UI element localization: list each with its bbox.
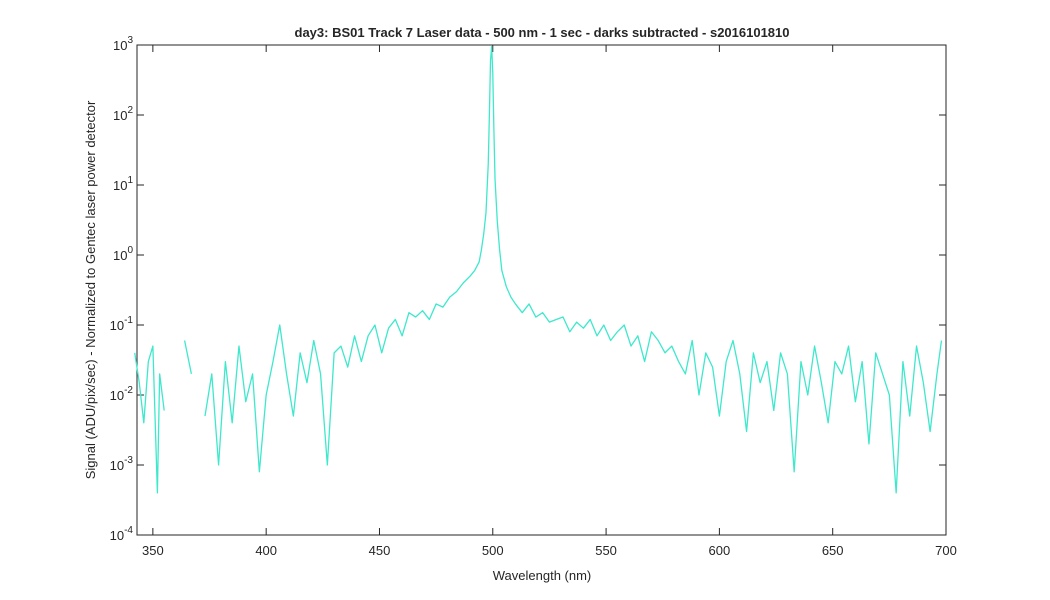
y-tick-label: 10-3 [110, 455, 134, 473]
x-tick-label: 400 [255, 543, 277, 558]
x-tick-label: 550 [595, 543, 617, 558]
y-tick-label: 10-2 [110, 385, 134, 403]
y-tick-label: 102 [113, 105, 133, 123]
plot-area [136, 44, 947, 536]
x-axis-label: Wavelength (nm) [493, 568, 592, 583]
x-tick-label: 350 [142, 543, 164, 558]
y-tick-label: 101 [113, 175, 133, 193]
y-tick-label: 103 [113, 35, 133, 53]
y-tick-label: 10-4 [110, 525, 134, 543]
chart-title: day3: BS01 Track 7 Laser data - 500 nm -… [295, 25, 790, 40]
x-tick-label: 700 [935, 543, 957, 558]
x-tick-label: 500 [482, 543, 504, 558]
y-axis-label: Signal (ADU/pix/sec) - Normalized to Gen… [83, 100, 98, 479]
x-tick-label: 600 [709, 543, 731, 558]
y-tick-label: 10-1 [110, 315, 134, 333]
y-tick-label: 100 [113, 245, 133, 263]
x-tick-label: 650 [822, 543, 844, 558]
x-tick-label: 450 [369, 543, 391, 558]
data-line [134, 45, 943, 494]
